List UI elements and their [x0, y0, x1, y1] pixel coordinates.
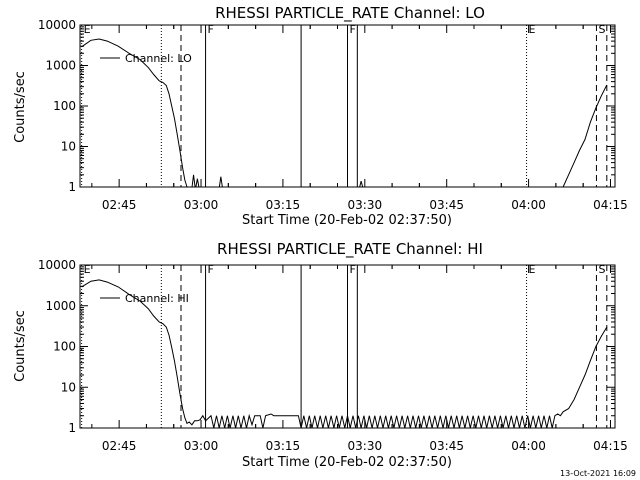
lo-x-tick-label: 04:00 [511, 198, 546, 212]
hi-event-marker-label: S [598, 263, 605, 276]
hi-y-tick-label: 10000 [38, 258, 76, 272]
hi-event-marker-label: E [84, 263, 91, 276]
lo-x-tick-label: 02:45 [102, 198, 137, 212]
lo-x-tick-label: 03:00 [184, 198, 219, 212]
lo-series-line-1 [562, 84, 608, 188]
hi-event-marker-label: E [529, 263, 536, 276]
lo-y-tick-label: 1 [68, 180, 76, 194]
lo-legend: Channel: LO [100, 52, 192, 65]
lo-y-tick-label: 10 [61, 140, 76, 154]
lo-spike [359, 180, 364, 188]
hi-x-tick-label: 04:00 [511, 439, 546, 453]
lo-x-tick-label: 03:45 [429, 198, 464, 212]
hi-event-marker-label: F [350, 263, 356, 276]
lo-x-tick-label: 03:15 [266, 198, 301, 212]
lo-y-tick-label: 10000 [38, 18, 76, 32]
hi-x-tick-label: 04:15 [593, 439, 628, 453]
lo-event-marker-label: E [84, 23, 91, 36]
lo-x-tick-label: 04:15 [593, 198, 628, 212]
lo-legend-label: Channel: LO [125, 52, 192, 65]
hi-ticks: 1 10 100 1000 10000 02:45 03:00 03:15 03:30 03:45… [38, 258, 628, 453]
lo-y-tick-label: 100 [53, 99, 76, 113]
lo-y-axis-label: Counts/sec [13, 71, 28, 143]
lo-spike [218, 176, 223, 188]
hi-x-tick-label: 03:00 [184, 439, 219, 453]
hi-event-marker-label: F [208, 263, 214, 276]
lo-y-tick-label: 1000 [45, 59, 76, 73]
hi-channel-panel: RHESSI PARTICLE_RATE Channel: HI Counts/… [13, 240, 628, 470]
hi-y-axis-label: Counts/sec [13, 310, 28, 382]
hi-x-tick-label: 03:45 [429, 439, 464, 453]
lo-chart-title: RHESSI PARTICLE_RATE Channel: LO [215, 4, 485, 23]
lo-event-marker-label: F [208, 23, 214, 36]
hi-data-lines [81, 279, 608, 429]
lo-x-tick-label: 03:30 [348, 198, 383, 212]
hi-y-tick-label: 100 [53, 340, 76, 354]
hi-x-tick-label: 03:30 [348, 439, 383, 453]
hi-x-axis-label: Start Time (20-Feb-02 02:37:50) [242, 455, 452, 470]
lo-ticks: 1 10 100 1000 10000 02:45 03:00 03:15 03:30 03:45… [38, 18, 628, 212]
hi-x-tick-label: 03:15 [266, 439, 301, 453]
lo-event-marker-label: F [350, 23, 356, 36]
hi-y-tick-label: 10 [61, 380, 76, 394]
hi-y-tick-label: 1 [68, 421, 76, 435]
hi-legend: Channel: HI [100, 292, 189, 305]
lo-spike [191, 174, 196, 188]
lo-series-line-0 [81, 38, 188, 188]
hi-series-line-0 [81, 279, 608, 429]
lo-spike [195, 178, 200, 188]
lo-event-marker-label: E [529, 23, 536, 36]
footer-timestamp: 13-Oct-2021 16:09 [560, 469, 636, 478]
hi-chart-title: RHESSI PARTICLE_RATE Channel: HI [217, 240, 483, 259]
hi-y-tick-label: 1000 [45, 299, 76, 313]
lo-event-marker-label: S [598, 23, 605, 36]
lo-x-axis-label: Start Time (20-Feb-02 02:37:50) [242, 213, 452, 228]
lo-channel-panel: RHESSI PARTICLE_RATE Channel: LO Counts/… [13, 4, 628, 228]
hi-x-tick-label: 02:45 [102, 439, 137, 453]
lo-data-lines [81, 38, 608, 188]
hi-legend-label: Channel: HI [125, 292, 189, 305]
